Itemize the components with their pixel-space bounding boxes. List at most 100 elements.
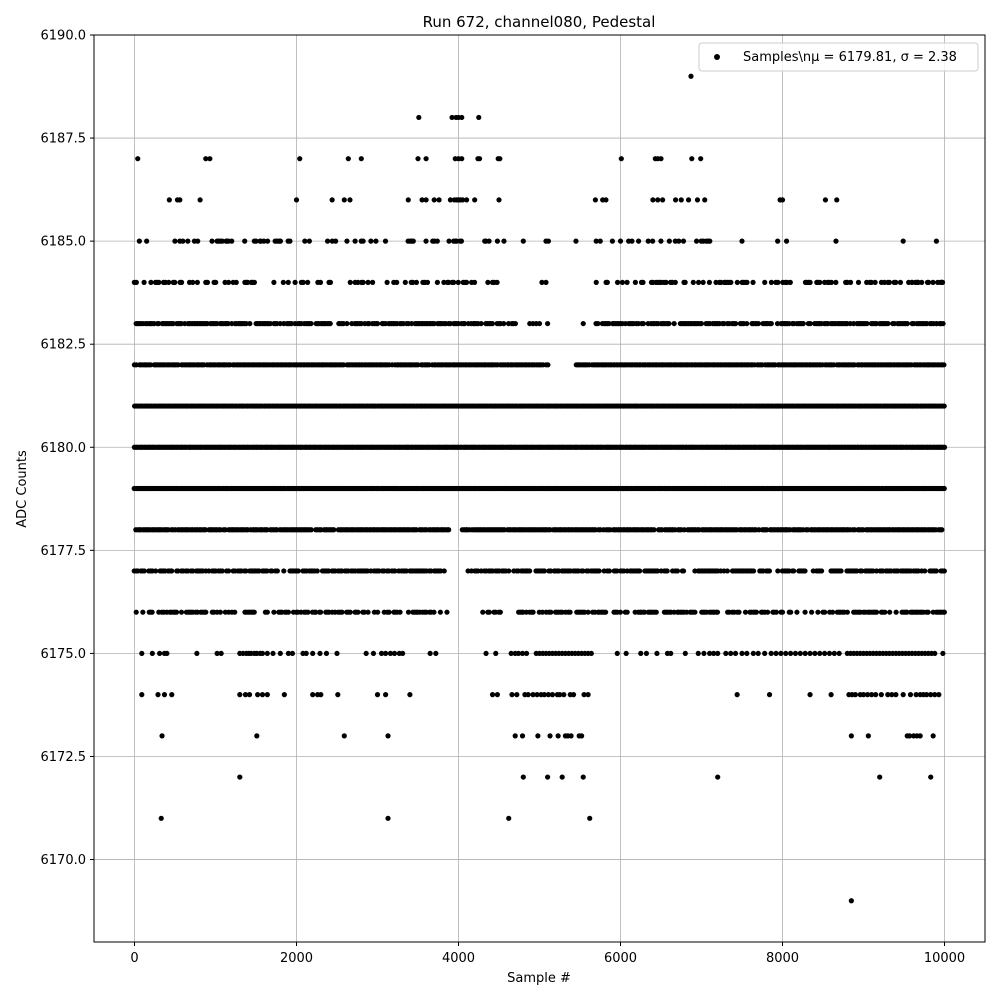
data-point [391,650,398,657]
data-point [455,279,461,285]
data-point [277,320,283,327]
data-point [750,650,756,657]
data-point [930,279,936,285]
data-point [654,650,660,657]
data-point [618,156,624,162]
data-point [373,238,379,244]
data-point [347,609,353,615]
data-point [680,238,687,244]
data-point [305,279,311,285]
data-point [318,692,324,698]
data-point [778,650,784,657]
data-point [893,609,899,615]
data-point [383,650,389,657]
data-point [826,650,833,657]
data-point [581,692,587,698]
data-point [382,238,389,244]
data-point [764,527,770,533]
data-point [886,279,893,285]
data-point [534,692,540,698]
x-tick-label: 4000 [442,951,475,966]
data-point [392,568,398,574]
data-point [512,320,519,327]
data-point [809,609,815,615]
legend-box [698,42,979,72]
data-point [264,650,270,657]
data-point [700,279,706,285]
data-point [788,609,794,615]
data-point [225,279,232,285]
data-point [593,238,599,244]
data-point [203,156,209,162]
data-point [501,238,507,244]
data-point [310,692,316,698]
data-point [933,568,939,574]
data-point [678,197,684,203]
data-point [545,692,552,698]
data-point [904,320,910,327]
data-point [219,238,225,244]
data-point [302,238,308,244]
data-point [285,279,291,285]
data-point [541,568,548,574]
data-point [698,320,704,327]
y-tick-label: 6177.5 [41,544,87,559]
data-point [253,238,259,244]
data-point [385,733,391,739]
data-point [270,650,276,657]
data-point [829,609,836,615]
data-point [585,609,591,615]
data-point [734,692,740,698]
data-point [580,320,586,327]
data-point [941,485,947,492]
data-point [864,320,870,327]
data-point [900,238,906,244]
data-point [202,527,209,533]
data-point [407,692,413,698]
data-point [545,362,551,368]
data-point [493,650,499,657]
data-point [386,609,392,615]
data-point [907,733,913,739]
data-point [775,279,781,285]
data-point [555,733,561,739]
data-point [742,609,749,615]
data-point [614,568,620,574]
data-point [242,692,249,698]
data-point [155,692,161,698]
data-point [378,650,385,657]
data-point [520,774,526,780]
data-point [314,568,320,574]
data-point [141,568,147,574]
data-point [557,692,563,698]
data-point [246,692,253,698]
data-point [383,692,389,698]
data-point [327,279,334,285]
data-point [548,609,554,615]
data-point [817,650,823,657]
data-point [614,650,620,657]
data-point [223,238,229,244]
data-point [698,156,704,162]
data-point [317,279,324,285]
data-point [497,156,503,162]
data-point [792,650,799,657]
data-point [695,650,701,657]
data-point [520,238,526,244]
data-point [545,238,552,244]
data-point [416,114,422,121]
data-point [707,650,713,657]
legend-entry-samples: Samples\nμ = 6179.81, σ = 2.38 [743,50,957,65]
data-point [658,156,664,162]
legend-marker [714,54,720,60]
data-point [464,197,470,203]
data-point [370,650,377,657]
data-point [885,692,891,698]
data-point [402,279,408,285]
data-point [318,609,324,615]
data-point [815,609,821,615]
data-point [775,568,781,574]
data-point [515,650,522,657]
data-point [913,692,919,698]
y-axis-label: ADC Counts [15,450,30,528]
